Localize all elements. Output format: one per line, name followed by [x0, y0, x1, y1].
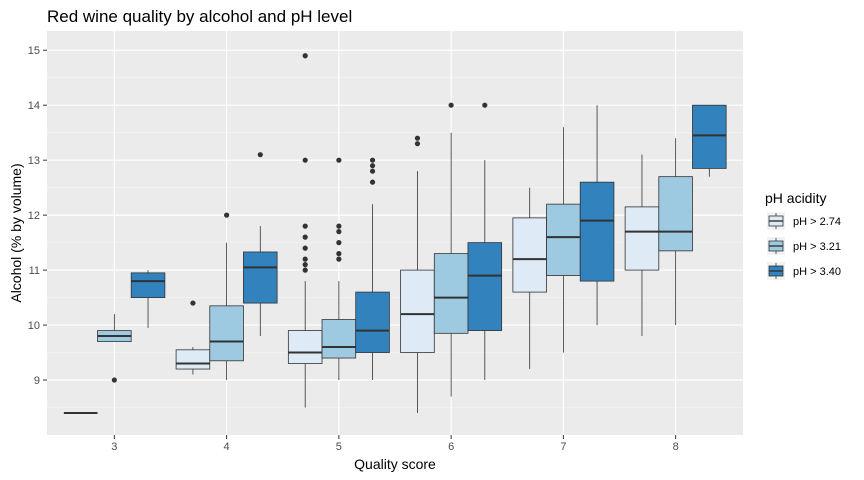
y-tick-label: 10 — [28, 320, 40, 332]
outlier-point — [336, 251, 342, 257]
x-tick-label: 3 — [111, 441, 117, 453]
box-5-series-2 — [321, 157, 357, 381]
outlier-point — [369, 168, 376, 174]
box-body — [130, 272, 166, 298]
outlier-point — [336, 229, 342, 235]
box-7-series-1 — [512, 187, 547, 370]
box-4-series-1 — [175, 300, 211, 375]
box-8-series-1 — [624, 154, 660, 337]
box-body — [321, 319, 357, 359]
y-tick-label: 13 — [28, 155, 40, 167]
box-8-series-3 — [692, 104, 727, 177]
box-body — [287, 330, 323, 364]
box-5-series-3 — [355, 157, 390, 381]
legend-item: pH > 2.74 — [767, 212, 841, 230]
y-tick-label: 11 — [29, 265, 40, 277]
outlier-point — [302, 157, 308, 163]
outlier-point — [111, 377, 117, 383]
box-body — [658, 176, 693, 252]
legend-item: pH > 3.40 — [767, 262, 841, 280]
outlier-point — [369, 163, 376, 169]
y-axis-title: Alcohol (% by volume) — [8, 163, 24, 302]
x-tick-label: 8 — [673, 441, 679, 453]
box-body — [209, 305, 244, 362]
box-body — [546, 203, 581, 276]
outlier-point — [414, 135, 421, 141]
outlier-point — [302, 262, 308, 268]
outlier-point — [336, 223, 342, 229]
outlier-point — [190, 300, 196, 306]
outlier-point — [302, 234, 308, 240]
box-4-series-2 — [209, 212, 244, 381]
y-tick-label: 14 — [28, 100, 40, 112]
x-tick-label: 4 — [224, 441, 230, 453]
y-tick-label: 15 — [28, 45, 40, 57]
box-6-series-2 — [433, 102, 469, 397]
outlier-point — [302, 223, 308, 229]
x-tick-label: 6 — [448, 441, 454, 453]
box-7-series-2 — [546, 127, 581, 353]
box-6-series-1 — [400, 135, 435, 414]
box-8-series-2 — [658, 138, 693, 326]
box-body — [433, 253, 469, 334]
legend-title: pH acidity — [765, 190, 826, 206]
y-tick-label: 12 — [28, 210, 40, 222]
box-3-series-3 — [130, 270, 166, 328]
legend-label: pH > 3.21 — [793, 241, 841, 253]
legend-label: pH > 2.74 — [793, 216, 841, 228]
outlier-point — [482, 102, 488, 108]
box-6-series-3 — [467, 102, 503, 381]
box-body — [243, 251, 278, 304]
box-body — [692, 104, 727, 169]
x-axis-title: Quality score — [354, 456, 436, 472]
legend-item: pH > 3.21 — [767, 237, 841, 255]
x-tick-label: 7 — [560, 441, 566, 453]
outlier-point — [224, 212, 230, 218]
outlier-point — [302, 267, 308, 273]
outlier-point — [336, 256, 342, 262]
outlier-point — [336, 240, 342, 246]
outlier-point — [302, 256, 308, 262]
box-5-series-1 — [287, 53, 323, 408]
box-4-series-3 — [243, 152, 278, 337]
y-axis: 9 10 11 12 13 14 15 — [28, 45, 47, 387]
y-tick-label: 9 — [34, 375, 40, 387]
outlier-point — [448, 102, 454, 108]
outlier-point — [369, 157, 376, 163]
outlier-point — [369, 179, 376, 185]
legend: pH acidity pH > 2.74 pH > 3.21 pH > 3.40 — [765, 190, 841, 280]
box-body — [512, 217, 547, 293]
box-body — [355, 291, 390, 353]
x-axis: 3 4 5 6 7 8 — [111, 435, 679, 453]
box-groups — [63, 53, 727, 415]
box-7-series-3 — [579, 105, 615, 326]
box-body — [579, 181, 615, 282]
box-body — [624, 206, 660, 271]
chart-title: Red wine quality by alcohol and pH level — [47, 7, 352, 26]
box-3-series-2 — [97, 314, 132, 383]
outlier-point — [257, 152, 263, 158]
box-body — [400, 269, 435, 353]
x-tick-label: 5 — [336, 441, 342, 453]
box-body — [175, 349, 211, 370]
outlier-point — [302, 53, 308, 59]
box-body — [467, 242, 503, 331]
outlier-point — [336, 157, 342, 163]
outlier-point — [302, 245, 308, 251]
legend-label: pH > 3.40 — [793, 266, 841, 278]
outlier-point — [414, 141, 421, 147]
